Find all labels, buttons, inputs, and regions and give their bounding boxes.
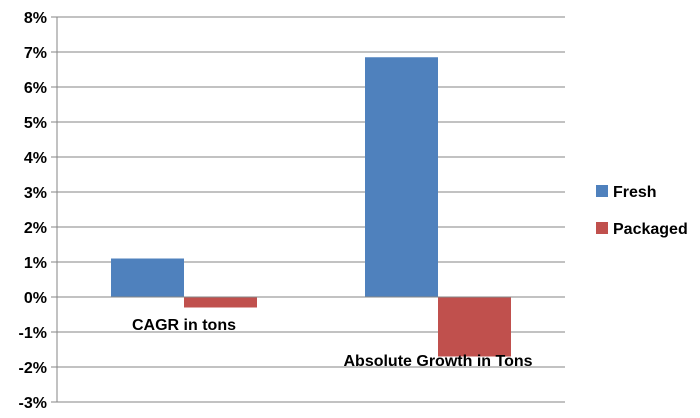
legend-swatch-fresh xyxy=(596,185,608,197)
y-tick-label: 8% xyxy=(24,10,47,27)
axis-labels: -3% -2% -1% 0% 1% 2% 3% 4% 5% 6% 7% 8% CAGR in tons A… xyxy=(19,10,533,412)
y-tick-label: 2% xyxy=(24,220,47,237)
x-category-label: CAGR in tons xyxy=(132,317,236,334)
axes xyxy=(51,16,565,403)
x-category-label: Absolute Growth in Tons xyxy=(343,353,532,370)
bars xyxy=(111,57,511,357)
y-tick-label: -2% xyxy=(19,360,47,377)
y-tick-label: -3% xyxy=(19,395,47,412)
bar-fresh-1 xyxy=(365,57,438,297)
y-tick-label: -1% xyxy=(19,325,47,342)
y-tick-label: 3% xyxy=(24,185,47,202)
y-tick-label: 6% xyxy=(24,80,47,97)
y-tick-label: 7% xyxy=(24,45,47,62)
y-tick-label: 1% xyxy=(24,255,47,272)
bar-packaged-0 xyxy=(184,297,257,308)
bar-packaged-1 xyxy=(438,297,511,357)
bar-fresh-0 xyxy=(111,258,184,297)
y-tick-label: 0% xyxy=(24,290,47,307)
y-tick-label: 5% xyxy=(24,115,47,132)
legend: Fresh Packaged xyxy=(596,184,688,238)
y-tick-label: 4% xyxy=(24,150,47,167)
legend-label-fresh: Fresh xyxy=(613,184,657,201)
gridlines xyxy=(57,16,565,403)
legend-swatch-packaged xyxy=(596,222,608,234)
legend-label-packaged: Packaged xyxy=(613,221,688,238)
